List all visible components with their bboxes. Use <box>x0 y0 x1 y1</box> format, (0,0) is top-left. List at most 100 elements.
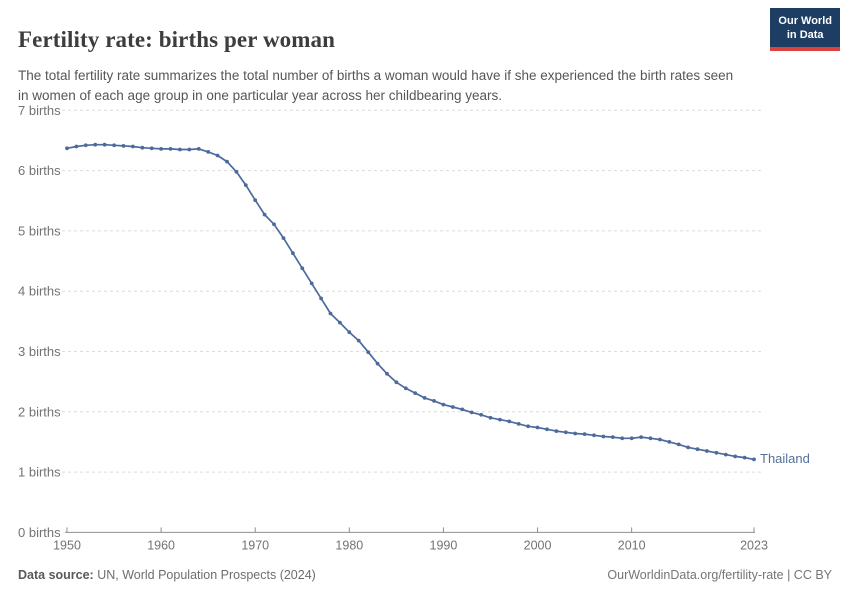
data-point[interactable] <box>178 147 182 152</box>
data-point[interactable] <box>498 417 502 422</box>
data-point[interactable] <box>234 169 239 174</box>
data-point[interactable] <box>705 449 709 453</box>
data-point[interactable] <box>422 396 427 400</box>
data-point[interactable] <box>733 454 738 459</box>
y-tick-label: 2 births <box>18 404 61 419</box>
data-point[interactable] <box>206 150 211 154</box>
data-point[interactable] <box>413 391 418 395</box>
data-point[interactable] <box>432 399 436 403</box>
data-point[interactable] <box>187 147 192 152</box>
data-point[interactable] <box>375 361 380 366</box>
data-point[interactable] <box>65 146 69 151</box>
data-point[interactable] <box>629 436 634 441</box>
data-point[interactable] <box>347 330 352 335</box>
data-point[interactable] <box>319 296 323 301</box>
data-point[interactable] <box>93 142 98 147</box>
data-point[interactable] <box>648 436 653 441</box>
chart-subtitle: The total fertility rate summarizes the … <box>18 67 734 104</box>
data-point[interactable] <box>676 442 681 447</box>
attribution-link[interactable]: OurWorldinData.org/fertility-rate | CC B… <box>607 568 832 582</box>
data-point[interactable] <box>149 146 154 151</box>
data-point[interactable] <box>272 222 276 227</box>
data-point[interactable] <box>262 212 267 217</box>
data-point[interactable] <box>450 405 455 409</box>
x-tick-label: 2000 <box>524 538 552 552</box>
data-point[interactable] <box>592 433 596 438</box>
data-point[interactable] <box>225 159 229 164</box>
data-point[interactable] <box>140 145 145 150</box>
data-point[interactable] <box>441 402 446 407</box>
data-point[interactable] <box>281 236 286 241</box>
data-point[interactable] <box>752 457 756 462</box>
data-point[interactable] <box>366 350 371 354</box>
data-point[interactable] <box>131 144 135 149</box>
data-point[interactable] <box>74 144 79 149</box>
x-tick-label: 1970 <box>241 538 269 552</box>
data-point[interactable] <box>610 435 615 439</box>
x-tick-label: 1960 <box>147 538 175 552</box>
data-point[interactable] <box>253 198 258 203</box>
data-point[interactable] <box>121 144 126 148</box>
y-tick-label: 0 births <box>18 525 61 540</box>
data-point[interactable] <box>300 266 305 271</box>
data-source-value: UN, World Population Prospects (2024) <box>93 568 316 582</box>
owid-logo-line2: in Data <box>786 29 824 42</box>
data-point[interactable] <box>507 419 512 424</box>
data-point[interactable] <box>243 183 248 188</box>
data-point[interactable] <box>723 452 728 457</box>
data-point[interactable] <box>112 143 116 148</box>
owid-logo[interactable]: Our World in Data <box>770 8 840 51</box>
page-title: Fertility rate: births per woman <box>18 27 336 53</box>
data-point[interactable] <box>573 431 578 436</box>
y-tick-label: 4 births <box>18 284 61 299</box>
data-point[interactable] <box>168 147 173 151</box>
data-point[interactable] <box>102 142 107 147</box>
y-tick-label: 7 births <box>18 103 61 118</box>
data-source: Data source: UN, World Population Prospe… <box>18 568 316 582</box>
data-point[interactable] <box>695 447 700 452</box>
data-point[interactable] <box>658 437 662 442</box>
x-tick-label: 2010 <box>618 538 646 552</box>
data-point[interactable] <box>563 430 568 435</box>
data-point[interactable] <box>479 412 483 417</box>
data-point[interactable] <box>488 415 493 420</box>
data-point[interactable] <box>554 429 559 433</box>
data-point[interactable] <box>215 153 220 158</box>
y-tick-label: 3 births <box>18 344 61 359</box>
data-point[interactable] <box>516 422 521 426</box>
data-point[interactable] <box>403 386 408 391</box>
data-point[interactable] <box>526 424 530 429</box>
data-point[interactable] <box>159 147 164 151</box>
y-tick-label: 5 births <box>18 223 61 238</box>
x-tick-label: 1950 <box>53 538 81 552</box>
x-tick-label: 1990 <box>430 538 458 552</box>
data-point[interactable] <box>196 147 201 151</box>
y-tick-label: 6 births <box>18 163 61 178</box>
owid-logo-line1: Our World <box>778 15 832 27</box>
data-point[interactable] <box>460 407 465 412</box>
x-tick-label: 1980 <box>335 538 363 552</box>
data-point[interactable] <box>639 435 643 439</box>
data-point[interactable] <box>356 338 361 343</box>
data-point[interactable] <box>535 425 540 430</box>
data-point[interactable] <box>394 380 399 385</box>
data-point[interactable] <box>714 450 719 455</box>
data-point[interactable] <box>545 427 549 432</box>
data-point[interactable] <box>686 445 690 450</box>
data-point[interactable] <box>385 371 389 376</box>
data-point[interactable] <box>309 281 314 286</box>
data-point[interactable] <box>291 251 295 256</box>
data-point[interactable] <box>469 410 474 415</box>
data-point[interactable] <box>83 143 88 148</box>
data-point[interactable] <box>742 455 747 460</box>
y-tick-label: 1 births <box>18 465 61 480</box>
data-point[interactable] <box>620 436 625 441</box>
data-point[interactable] <box>338 320 342 325</box>
data-point[interactable] <box>667 440 672 444</box>
data-point[interactable] <box>582 432 587 436</box>
data-point[interactable] <box>601 434 606 439</box>
data-point[interactable] <box>328 311 333 316</box>
series-label-thailand[interactable]: Thailand <box>760 451 810 467</box>
